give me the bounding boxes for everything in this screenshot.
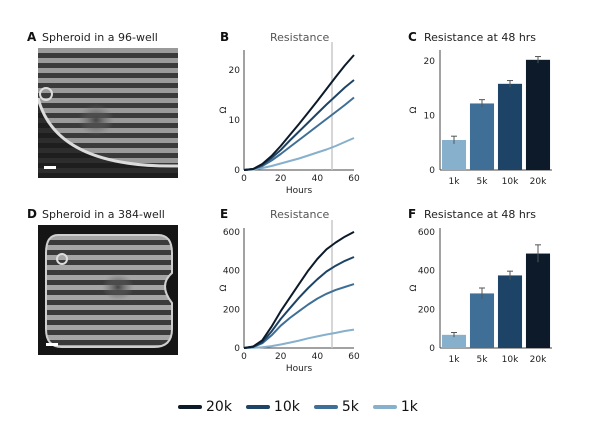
y-tick-label: 600 [418,228,435,238]
x-tick-label-1k: 1k [449,177,461,187]
legend-item-1k: 1k [372,399,418,415]
y-tick-label: 200 [223,305,240,315]
chart-f-title: Resistance at 48 hrs [424,208,537,221]
legend-swatch-5k [313,405,338,409]
bar-5k [469,293,495,348]
x-tick-label: 0 [241,352,247,362]
chart-b-resistance-line: 0 20 40 60 0 10 20 Hours Ω [219,42,360,196]
bar-10k [497,83,523,170]
chart-f-resistance-bar: 0 200 400 600 Ω 1k 5k 10k 20k [409,228,552,365]
y-tick-label: 0 [429,344,435,354]
y-tick-label: 200 [418,305,435,315]
chart-e-title: Resistance [270,208,330,221]
legend-swatch-10k [245,405,270,409]
bar-1k [441,140,467,170]
x-tick-label-5k: 5k [477,355,489,365]
y-tick-label: 600 [223,228,240,238]
legend-label-5k: 5k [341,399,359,415]
series-line-10k [243,256,355,349]
x-tick-label-5k: 5k [477,177,489,187]
panel-letter-e: E [220,207,229,221]
spheroid-384-well-image [38,225,178,355]
chart-b-title: Resistance [270,31,330,44]
bar-20k [525,59,551,170]
y-axis-label: Ω [219,284,229,291]
y-tick-label: 400 [223,267,240,277]
panel-letter-a: A [27,30,37,44]
series-line-5k [243,283,355,349]
legend-item-20k: 20k [178,399,232,415]
x-tick-label: 0 [241,174,247,184]
y-axis-label: Ω [409,106,419,113]
y-axis-label: Ω [409,284,419,291]
chart-c-resistance-bar: 0 10 20 Ω 1k 5k 10k 20k [409,50,552,187]
x-axis-label: Hours [286,364,313,374]
x-tick-label-20k: 20k [530,177,547,187]
x-tick-label: 20 [275,352,287,362]
x-tick-label: 60 [348,352,360,362]
series-line-20k [243,54,355,171]
x-tick-label: 40 [312,352,324,362]
legend-swatch-1k [372,405,397,409]
bar-1k [441,334,467,348]
y-tick-label: 20 [229,66,241,76]
y-tick-label: 0 [234,344,240,354]
y-tick-label: 10 [424,111,436,121]
x-tick-label-10k: 10k [502,177,519,187]
bar-5k [469,103,495,170]
x-tick-label-20k: 20k [530,355,547,365]
y-tick-label: 0 [429,166,435,176]
legend-label-1k: 1k [400,399,418,415]
x-tick-label-10k: 10k [502,355,519,365]
y-tick-label: 400 [418,267,435,277]
panel-letter-c: C [408,30,417,44]
bar-10k [497,275,523,348]
series-line-20k [243,231,355,349]
series-line-1k [243,137,355,171]
x-tick-label: 60 [348,174,360,184]
panel-letter-f: F [408,207,417,221]
panel-letter-b: B [220,30,230,44]
y-axis-label: Ω [219,106,229,113]
y-tick-label: 0 [234,166,240,176]
x-tick-label-1k: 1k [449,355,461,365]
legend-label-20k: 20k [206,399,232,415]
panel-letter-d: D [27,207,37,221]
y-tick-label: 20 [424,57,436,67]
legend-label-10k: 10k [273,399,300,415]
x-tick-label: 20 [275,174,287,184]
chart-c-title: Resistance at 48 hrs [424,31,537,44]
spheroid-96-well-image [38,48,178,178]
legend-swatch-20k [178,405,202,409]
x-axis-label: Hours [286,186,313,196]
series-line-1k [243,328,355,349]
y-tick-label: 10 [229,116,241,126]
legend-item-10k: 10k [245,399,300,415]
panel-a-title: Spheroid in a 96-well [42,31,158,44]
panel-d-title: Spheroid in a 384-well [42,208,165,221]
bar-20k [525,253,551,348]
legend: 20k 10k 5k 1k [178,399,418,415]
x-tick-label: 40 [312,174,324,184]
legend-item-5k: 5k [313,399,359,415]
